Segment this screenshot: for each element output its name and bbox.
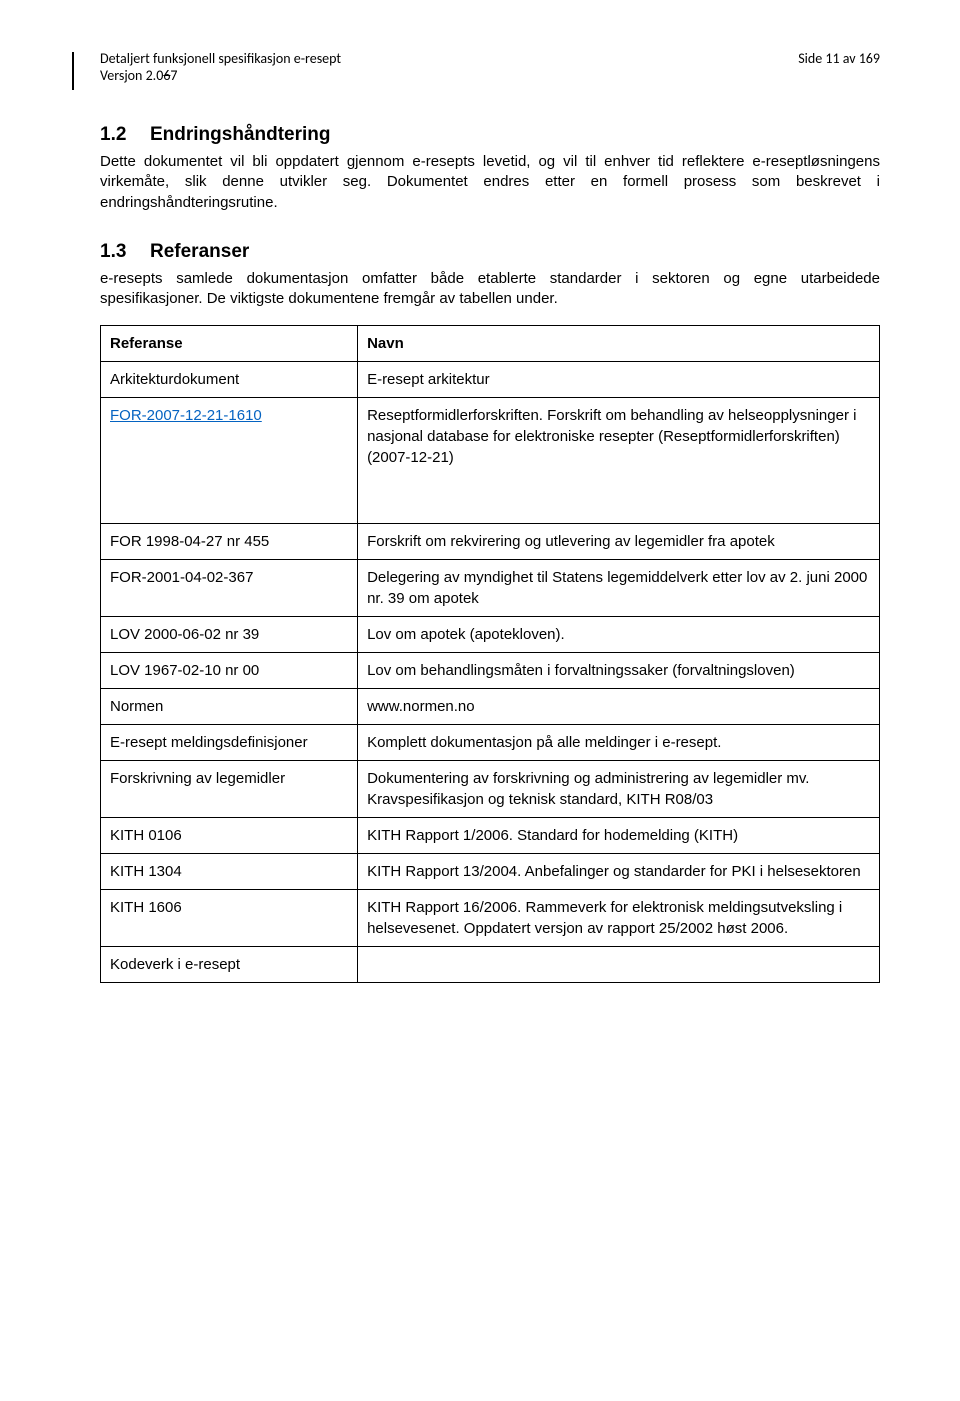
cell-name: KITH Rapport 1/2006. Standard for hodeme… bbox=[358, 818, 880, 854]
table-row: FOR-2007-12-21-1610 Reseptformidlerforskr… bbox=[101, 398, 880, 524]
cell-reference: FOR 1998-04-27 nr 455 bbox=[101, 524, 358, 560]
paragraph-1-3: e-resepts samlede dokumentasjon omfatter… bbox=[100, 269, 880, 310]
cell-name: Lov om apotek (apotekloven). bbox=[358, 617, 880, 653]
heading-number: 1.2 bbox=[100, 124, 150, 146]
table-row: FOR 1998-04-27 nr 455Forskrift om rekvir… bbox=[101, 524, 880, 560]
header-left: Detaljert funksjonell spesifikasjon e-re… bbox=[100, 50, 341, 84]
version-prefix: Versjon 2.0 bbox=[100, 67, 163, 84]
cell-reference: Normen bbox=[101, 689, 358, 725]
cell-name: E-resept arkitektur bbox=[358, 362, 880, 398]
table-row: KITH 1304KITH Rapport 13/2004. Anbefalin… bbox=[101, 854, 880, 890]
cell-reference: Kodeverk i e-resept bbox=[101, 947, 358, 983]
cell-name: Delegering av myndighet til Statens lege… bbox=[358, 560, 880, 617]
table-row: Kodeverk i e-resept bbox=[101, 947, 880, 983]
doc-title: Detaljert funksjonell spesifikasjon e-re… bbox=[100, 50, 341, 67]
table-row: Forskrivning av legemidlerDokumentering … bbox=[101, 761, 880, 818]
cell-reference: LOV 1967-02-10 nr 00 bbox=[101, 653, 358, 689]
paragraph-1-2: Dette dokumentet vil bli oppdatert gjenn… bbox=[100, 152, 880, 213]
doc-version: Versjon 2.067 bbox=[100, 67, 341, 84]
cell-reference: FOR-2001-04-02-367 bbox=[101, 560, 358, 617]
heading-number: 1.3 bbox=[100, 241, 150, 263]
cell-name: Lov om behandlingsmåten i forvaltningssa… bbox=[358, 653, 880, 689]
cell-name: www.normen.no bbox=[358, 689, 880, 725]
revision-mark bbox=[72, 52, 74, 90]
table-row: KITH 1606KITH Rapport 16/2006. Rammeverk… bbox=[101, 890, 880, 947]
table-row: ArkitekturdokumentE-resept arkitektur bbox=[101, 362, 880, 398]
cell-name: Dokumentering av forskrivning og adminis… bbox=[358, 761, 880, 818]
table-row: LOV 1967-02-10 nr 00Lov om behandlingsmå… bbox=[101, 653, 880, 689]
table-row: Normenwww.normen.no bbox=[101, 689, 880, 725]
cell-name: Forskrift om rekvirering og utlevering a… bbox=[358, 524, 880, 560]
page-number: Side 11 av 169 bbox=[798, 50, 880, 84]
heading-1-3: 1.3Referanser bbox=[100, 241, 880, 263]
cell-reference: LOV 2000-06-02 nr 39 bbox=[101, 617, 358, 653]
cell-reference: Arkitekturdokument bbox=[101, 362, 358, 398]
cell-reference: KITH 1606 bbox=[101, 890, 358, 947]
table-row: KITH 0106KITH Rapport 1/2006. Standard f… bbox=[101, 818, 880, 854]
page: Detaljert funksjonell spesifikasjon e-re… bbox=[0, 0, 960, 1023]
heading-text: Referanser bbox=[150, 241, 249, 262]
col-header-reference: Referanse bbox=[101, 326, 358, 362]
cell-name: KITH Rapport 16/2006. Rammeverk for elek… bbox=[358, 890, 880, 947]
table-row: FOR-2001-04-02-367Delegering av myndighe… bbox=[101, 560, 880, 617]
reference-link[interactable]: FOR-2007-12-21-1610 bbox=[110, 407, 262, 424]
table-row: E-resept meldingsdefinisjonerKomplett do… bbox=[101, 725, 880, 761]
col-header-name: Navn bbox=[358, 326, 880, 362]
table-header-row: Referanse Navn bbox=[101, 326, 880, 362]
cell-reference: KITH 0106 bbox=[101, 818, 358, 854]
table-row: LOV 2000-06-02 nr 39Lov om apotek (apote… bbox=[101, 617, 880, 653]
page-header: Detaljert funksjonell spesifikasjon e-re… bbox=[100, 50, 880, 84]
cell-reference: FOR-2007-12-21-1610 bbox=[101, 398, 358, 524]
heading-text: Endringshåndtering bbox=[150, 124, 331, 145]
cell-reference: E-resept meldingsdefinisjoner bbox=[101, 725, 358, 761]
cell-name: Komplett dokumentasjon på alle meldinger… bbox=[358, 725, 880, 761]
version-new: 7 bbox=[170, 67, 177, 84]
cell-name: Reseptformidlerforskriften. Forskrift om… bbox=[358, 398, 880, 524]
cell-reference: Forskrivning av legemidler bbox=[101, 761, 358, 818]
cell-name bbox=[358, 947, 880, 983]
cell-reference: KITH 1304 bbox=[101, 854, 358, 890]
references-table: Referanse Navn ArkitekturdokumentE-resep… bbox=[100, 325, 880, 983]
cell-name: KITH Rapport 13/2004. Anbefalinger og st… bbox=[358, 854, 880, 890]
heading-1-2: 1.2Endringshåndtering bbox=[100, 124, 880, 146]
